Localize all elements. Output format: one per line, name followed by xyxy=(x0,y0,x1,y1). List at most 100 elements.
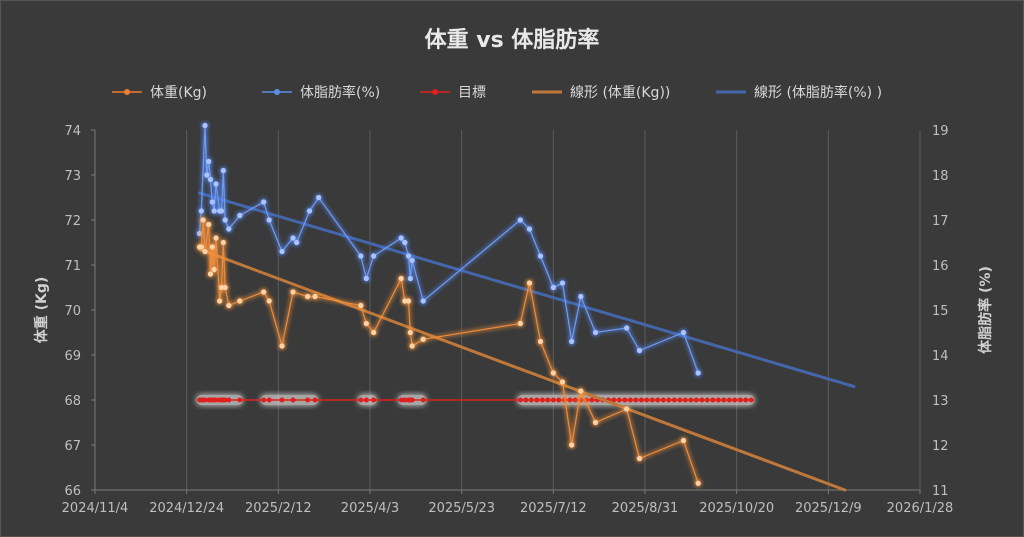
weight-series-point xyxy=(537,338,544,345)
weight-series-point xyxy=(371,329,377,336)
y-left-tick-label: 66 xyxy=(64,484,81,499)
legend-item: 線形 (体重(Kg)) xyxy=(532,85,670,101)
bodyfat-series-point xyxy=(695,370,701,376)
target-point xyxy=(627,397,633,403)
legend-label: 体重(Kg) xyxy=(150,85,207,101)
target-point xyxy=(638,397,644,403)
y-left-tick-label: 69 xyxy=(64,349,81,364)
weight-series-point xyxy=(358,302,364,309)
bodyfat-series-point xyxy=(294,239,300,246)
y-right-tick-label: 15 xyxy=(932,304,949,319)
x-tick-label: 2024/12/24 xyxy=(149,501,224,516)
x-tick-label: 2025/4/3 xyxy=(341,501,399,516)
x-tick-label: 2025/10/20 xyxy=(699,501,774,516)
y-right-tick-label: 11 xyxy=(932,484,949,499)
bodyfat-series-point xyxy=(316,194,322,201)
bodyfat-series-point xyxy=(222,217,228,223)
target-point xyxy=(721,397,727,403)
target-point xyxy=(699,397,705,403)
target-point xyxy=(572,397,578,403)
y-right-tick-label: 13 xyxy=(932,394,949,409)
weight-series-point xyxy=(266,298,272,304)
weight-series-point xyxy=(237,298,243,304)
bodyfat-series-point xyxy=(407,275,413,282)
x-tick-label: 2025/12/9 xyxy=(795,501,862,516)
target-point xyxy=(677,397,683,403)
target-point xyxy=(550,397,556,403)
bodyfat-series-point xyxy=(550,284,556,291)
weight-trendline xyxy=(198,247,847,492)
target-point xyxy=(671,397,677,403)
target-point xyxy=(398,397,404,403)
vertical-grid xyxy=(94,130,921,490)
weight-series-point xyxy=(218,284,225,291)
weight-series-point xyxy=(198,244,204,250)
weight-series-point xyxy=(680,437,687,444)
bodyfat-series-point xyxy=(198,208,204,214)
target-point xyxy=(611,397,617,403)
bodyfat-series-point xyxy=(405,253,412,259)
weight-series xyxy=(196,217,701,486)
target-point xyxy=(710,397,716,403)
x-tick-label: 2025/2/12 xyxy=(245,501,312,516)
target-point xyxy=(666,397,672,403)
target-point xyxy=(732,397,738,403)
bodyfat-series-point xyxy=(220,167,226,174)
target-point xyxy=(567,397,573,403)
legend-label: 線形 (体重(Kg)) xyxy=(570,85,670,101)
bodyfat-series-point xyxy=(559,280,566,286)
weight-series-point xyxy=(209,244,215,250)
target-point xyxy=(290,397,296,403)
y-left-tick-label: 67 xyxy=(64,439,81,454)
target-point xyxy=(693,397,699,403)
target-point xyxy=(616,397,622,403)
target-point xyxy=(261,397,267,403)
bodyfat-series-point xyxy=(402,239,408,246)
bodyfat-series-point xyxy=(363,275,369,282)
weight-series-point xyxy=(559,379,566,385)
weight-series-point xyxy=(206,221,212,228)
target-point xyxy=(363,397,369,403)
weight-series-line xyxy=(199,219,699,484)
y-right-tick-label: 14 xyxy=(932,349,949,364)
bodyfat-series-point xyxy=(207,176,214,183)
bodyfat-series-point xyxy=(279,248,285,255)
x-tick-label: 2026/1/28 xyxy=(887,501,954,516)
target-point xyxy=(539,397,545,403)
weight-series-point xyxy=(636,455,643,462)
bodyfat-series-point xyxy=(636,347,643,354)
weight-series-point xyxy=(517,320,523,327)
weight-series-point xyxy=(220,239,226,246)
weight-series-point xyxy=(305,293,311,300)
y-right-tick-label: 16 xyxy=(932,259,949,274)
y-left-tick-label: 72 xyxy=(64,214,81,229)
target-point xyxy=(371,397,377,403)
target-point xyxy=(237,397,243,403)
target-point xyxy=(682,397,688,403)
target-point xyxy=(534,397,540,403)
target-point xyxy=(420,397,426,403)
target-point xyxy=(655,397,661,403)
target-point xyxy=(589,397,595,403)
bodyfat-trendline xyxy=(198,191,856,388)
target-point xyxy=(517,397,523,403)
bodyfat-series-point xyxy=(680,329,687,336)
x-tick-label: 2025/5/23 xyxy=(428,501,495,516)
target-point xyxy=(213,397,219,403)
y-left-tick-label: 73 xyxy=(64,169,81,184)
y-right-tick-label: 18 xyxy=(932,169,949,184)
chart-title: 体重 vs 体脂肪率 xyxy=(424,28,600,53)
weight-series-point xyxy=(402,298,408,304)
target-point xyxy=(305,397,311,403)
y-right-axis-title: 体脂肪率 (%) xyxy=(977,266,994,354)
legend-marker xyxy=(124,89,130,95)
weight-series-point xyxy=(409,343,415,349)
bodyfat-series-point xyxy=(306,208,313,214)
weight-series-point xyxy=(290,289,296,295)
legend-item: 体重(Kg) xyxy=(112,85,207,101)
target-point xyxy=(633,397,639,403)
bodyfat-series-point xyxy=(218,208,225,214)
bodyfat-series-point xyxy=(204,172,210,178)
